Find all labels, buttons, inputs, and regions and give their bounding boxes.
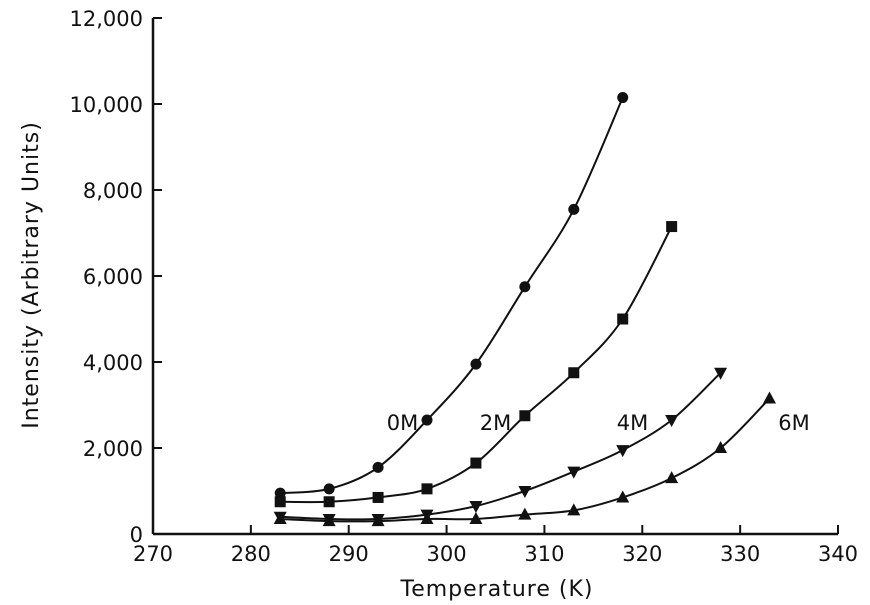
series-label-4m: 4M (617, 411, 648, 435)
series-labels: 0M 2M 4M 6M (387, 411, 810, 435)
x-tick-label: 280 (231, 542, 271, 566)
series-line-4m (280, 372, 722, 521)
x-tick-label: 290 (329, 542, 369, 566)
data-point-0m (519, 281, 531, 293)
series-line-0m (280, 97, 624, 495)
data-point-4m (714, 367, 728, 380)
x-tick-label: 340 (818, 542, 858, 566)
x-tick-label: 320 (622, 542, 662, 566)
data-point-6m (322, 514, 336, 527)
x-tick-label: 310 (524, 542, 564, 566)
y-tick-label: 4,000 (83, 351, 143, 375)
data-point-4m (616, 445, 630, 458)
series-markers (273, 92, 776, 527)
data-point-0m (421, 414, 433, 426)
data-point-6m (371, 514, 385, 527)
y-tick-label: 12,000 (70, 7, 143, 31)
data-point-2m (274, 496, 286, 508)
data-point-0m (568, 203, 580, 215)
data-point-2m (323, 496, 335, 508)
plot-frame (151, 18, 838, 536)
data-point-6m (714, 441, 728, 453)
data-point-2m (372, 491, 384, 503)
data-point-2m (421, 483, 433, 495)
data-point-0m (470, 358, 482, 370)
series-label-2m: 2M (480, 411, 511, 435)
data-point-6m (763, 391, 776, 404)
data-point-2m (617, 313, 629, 325)
data-point-4m (567, 466, 581, 479)
data-point-6m (665, 471, 679, 484)
data-point-6m (273, 511, 287, 524)
data-point-0m (323, 483, 335, 495)
x-tick-label: 270 (133, 542, 173, 566)
x-axis-title: Temperature (K) (400, 577, 594, 602)
data-point-0m (617, 92, 629, 104)
data-point-2m (666, 221, 678, 233)
data-point-0m (274, 487, 286, 499)
y-tick-label: 0 (130, 523, 143, 547)
data-point-4m (469, 501, 483, 514)
data-point-6m (567, 503, 581, 516)
data-point-2m (568, 367, 580, 379)
data-point-4m (518, 486, 532, 498)
data-point-6m (616, 490, 630, 503)
data-point-6m (420, 511, 434, 524)
data-point-6m (518, 507, 532, 520)
y-tick-label: 2,000 (83, 437, 143, 461)
data-point-4m (665, 415, 679, 428)
series-label-6m: 6M (778, 411, 809, 435)
y-axis-ticks: 0 2,000 4,000 6,000 8,000 10,000 12,000 (70, 7, 162, 547)
x-tick-label: 330 (720, 542, 760, 566)
data-point-2m (470, 457, 482, 469)
x-tick-label: 300 (427, 542, 467, 566)
y-tick-label: 6,000 (83, 265, 143, 289)
x-axis-ticks: 270 280 290 300 310 320 330 340 (133, 525, 858, 566)
y-axis-title: Intensity (Arbitrary Units) (19, 121, 44, 429)
series-label-0m: 0M (387, 411, 418, 435)
data-point-2m (519, 410, 531, 422)
data-point-0m (372, 461, 384, 473)
series-curves (280, 97, 771, 523)
y-tick-label: 10,000 (70, 93, 143, 117)
y-tick-label: 8,000 (83, 179, 143, 203)
data-point-6m (469, 511, 483, 524)
